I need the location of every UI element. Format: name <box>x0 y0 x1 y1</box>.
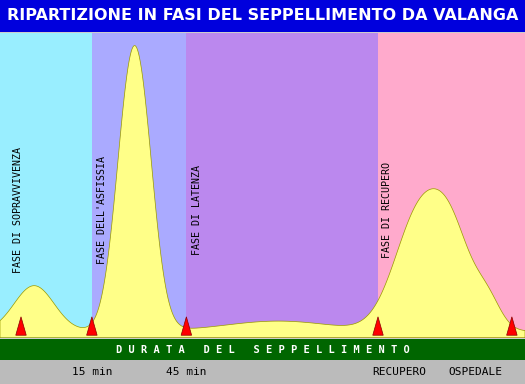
Text: RECUPERO: RECUPERO <box>372 367 426 377</box>
Bar <box>0 339 525 360</box>
Bar <box>0 33 92 338</box>
Text: FASE DI SOPRAVVIVENZA: FASE DI SOPRAVVIVENZA <box>13 147 23 273</box>
Polygon shape <box>373 317 383 335</box>
Text: FASE DI LATENZA: FASE DI LATENZA <box>192 165 202 255</box>
Text: OSPEDALE: OSPEDALE <box>448 367 502 377</box>
Bar <box>92 33 186 338</box>
Polygon shape <box>87 317 97 335</box>
Text: 45 min: 45 min <box>166 367 207 377</box>
Text: FASE DELL'ASFISSIA: FASE DELL'ASFISSIA <box>97 156 107 264</box>
Bar <box>0 0 525 32</box>
Text: 15 min: 15 min <box>71 367 112 377</box>
Text: D U R A T A   D E L   S E P P E L L I M E N T O: D U R A T A D E L S E P P E L L I M E N … <box>116 344 410 355</box>
Bar <box>0 360 525 384</box>
Text: RIPARTIZIONE IN FASI DEL SEPPELLIMENTO DA VALANGA: RIPARTIZIONE IN FASI DEL SEPPELLIMENTO D… <box>7 8 518 23</box>
Text: FASE DI RECUPERO: FASE DI RECUPERO <box>382 162 392 258</box>
Polygon shape <box>16 317 26 335</box>
Bar <box>186 33 378 338</box>
Polygon shape <box>181 317 192 335</box>
Bar <box>378 33 525 338</box>
Polygon shape <box>507 317 517 335</box>
